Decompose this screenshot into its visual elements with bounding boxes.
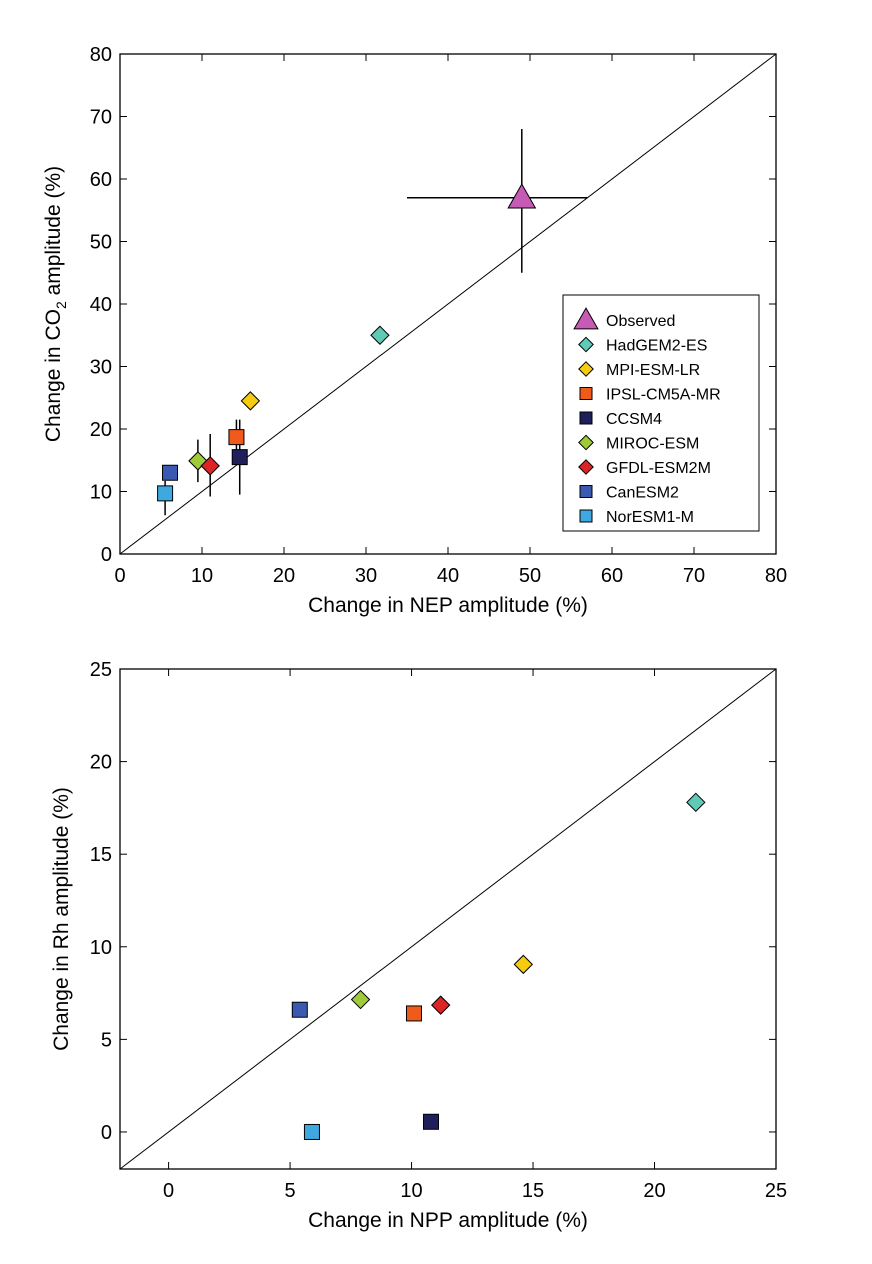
y-tick-label-top: 80 [90, 44, 112, 66]
point-noresm1-m [303, 1123, 320, 1140]
x-tick-label-bottom: 5 [285, 1180, 296, 1202]
y-tick-label-top: 0 [101, 544, 112, 566]
tick-group-top: 0 10 20 30 40 50 60 70 80 0 10 20 30 40 50 60 70 80 [90, 44, 787, 587]
legend-label-noresm1-m: NorESM1-M [606, 509, 694, 526]
legend-marker-observed [573, 307, 599, 330]
x-tick-label-top: 80 [765, 565, 787, 587]
legend-items: Observed HadGEM2-ES MPI-ESM-LR IPSL-CM5A-MR… [573, 307, 721, 526]
point-ccsm4 [422, 1113, 439, 1130]
x-tick-label-top: 40 [437, 565, 459, 587]
x-tick-label-top: 60 [601, 565, 623, 587]
x-tick-label-top: 0 [114, 565, 125, 587]
point-canesm2 [162, 464, 179, 481]
x-tick-label-bottom: 10 [400, 1180, 422, 1202]
one-to-one-line-bottom [119, 668, 777, 1170]
plot-frame-bottom [119, 668, 777, 1170]
y-tick-label-bottom: 15 [90, 844, 112, 866]
legend-marker-gfdl-esm2m [578, 459, 594, 475]
legend-label-gfdl-esm2m: GFDL-ESM2M [606, 460, 711, 477]
x-axis-title-bottom: Change in NPP amplitude (%) [308, 1209, 588, 1232]
point-gfdl-esm2m [200, 456, 220, 476]
legend-marker-mpi-esm-lr [578, 361, 594, 377]
legend-marker-ccsm4 [579, 411, 593, 425]
y-tick-label-bottom: 0 [101, 1122, 112, 1144]
x-tick-label-top: 50 [519, 565, 541, 587]
point-mpi-esm-lr [240, 391, 261, 411]
legend-label-observed: Observed [606, 313, 675, 330]
x-tick-label-top: 10 [191, 565, 213, 587]
x-tick-label-top: 20 [273, 565, 295, 587]
legend-marker-miroc-esm [578, 434, 594, 451]
y-tick-label-top: 30 [90, 357, 112, 379]
legend-marker-ipsl-cm5a-mr [579, 387, 593, 400]
legend-marker-noresm1-m [579, 509, 593, 523]
point-miroc-esm [350, 989, 371, 1010]
x-tick-label-bottom: 0 [163, 1180, 174, 1202]
y-tick-label-bottom: 25 [90, 659, 112, 681]
legend-box [562, 294, 760, 532]
legend-label-mpi-esm-lr: MPI-ESM-LR [606, 362, 700, 379]
x-tick-label-bottom: 20 [643, 1180, 665, 1202]
legend: Observed HadGEM2-ES MPI-ESM-LR IPSL-CM5A-MR… [562, 294, 760, 532]
y-tick-label-bottom: 20 [90, 752, 112, 774]
point-ipsl-cm5a-mr [405, 1005, 422, 1022]
y-tick-label-bottom: 5 [101, 1029, 112, 1051]
data-marks-bottom [119, 668, 777, 1170]
y-axis-title-bottom: Change in Rh amplitude (%) [50, 787, 73, 1051]
y-axis-title-top-subscript: 2 [53, 301, 69, 309]
legend-label-miroc-esm: MIROC-ESM [606, 436, 699, 453]
legend-label-ipsl-cm5a-mr: IPSL-CM5A-MR [606, 387, 721, 404]
y-tick-label-top: 20 [90, 419, 112, 441]
y-axis-title-top-part2: amplitude (%) [42, 166, 65, 301]
point-gfdl-esm2m [431, 995, 451, 1015]
point-mpi-esm-lr [513, 954, 534, 975]
nep-co2-scatter-panel: 0 10 20 30 40 50 60 70 80 0 10 20 30 40 50 60 70 80 Chang… [42, 44, 787, 617]
legend-marker-hadgem2-es [578, 336, 594, 353]
y-tick-label-top: 70 [90, 107, 112, 129]
point-observed [507, 183, 537, 209]
y-tick-label-top: 60 [90, 169, 112, 191]
point-hadgem2-es [686, 792, 706, 813]
point-ccsm4 [231, 449, 248, 466]
y-tick-label-top: 40 [90, 294, 112, 316]
y-axis-title-top-part1: Change in CO [42, 309, 65, 442]
y-tick-label-top: 50 [90, 232, 112, 254]
y-axis-title-top: Change in CO2 amplitude (%) [42, 166, 69, 442]
y-tick-label-bottom: 10 [90, 937, 112, 959]
x-tick-label-bottom: 25 [765, 1180, 787, 1202]
y-tick-label-top: 10 [90, 482, 112, 504]
point-noresm1-m [157, 485, 174, 502]
point-canesm2 [291, 1001, 308, 1018]
x-tick-label-top: 70 [683, 565, 705, 587]
data-marks-top [119, 53, 777, 555]
tick-group-bottom: 0 5 10 15 20 25 0 5 10 15 20 25 [90, 659, 787, 1202]
point-hadgem2-es [370, 325, 390, 345]
x-tick-label-bottom: 15 [522, 1180, 544, 1202]
x-tick-label-top: 30 [355, 565, 377, 587]
legend-marker-canesm2 [579, 485, 593, 498]
npp-rh-scatter-panel: 0 5 10 15 20 25 0 5 10 15 20 25 Change in NPP ampli… [50, 659, 787, 1232]
legend-label-canesm2: CanESM2 [606, 485, 679, 502]
point-ipsl-cm5a-mr [228, 429, 245, 446]
one-to-one-line-top [119, 53, 777, 555]
legend-label-ccsm4: CCSM4 [606, 411, 662, 428]
x-axis-title-top: Change in NEP amplitude (%) [308, 594, 588, 617]
legend-label-hadgem2-es: HadGEM2-ES [606, 338, 707, 355]
